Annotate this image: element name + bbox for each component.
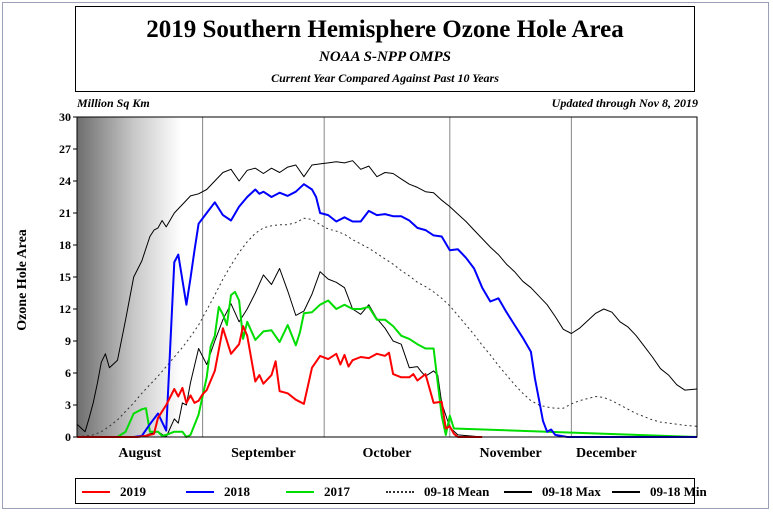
legend-label: 09-18 Mean xyxy=(424,484,490,499)
series-line-09-18-max xyxy=(76,160,698,433)
y-tick-label: 18 xyxy=(59,238,71,252)
legend-swatch xyxy=(504,491,532,493)
legend-swatch xyxy=(612,491,640,493)
x-month-label: December xyxy=(576,446,637,461)
legend-swatch xyxy=(186,491,214,493)
august-shading xyxy=(77,117,181,437)
legend-label: 09-18 Max xyxy=(542,484,601,499)
x-month-label: October xyxy=(363,446,412,461)
legend-swatch xyxy=(82,491,110,493)
legend-label: 2017 xyxy=(324,484,350,499)
title-box: 2019 Southern Hemisphere Ozone Hole Area… xyxy=(75,6,695,92)
series-lines xyxy=(76,160,698,438)
legend-label: 2018 xyxy=(224,484,250,499)
y-tick-label: 6 xyxy=(65,366,71,380)
y-tick-label: 12 xyxy=(59,302,71,316)
unit-label: Million Sq Km xyxy=(77,96,150,110)
x-month-label: August xyxy=(118,446,161,461)
legend: 2019 2018 2017 09-18 Mean 09-18 Max 09-18 Min xyxy=(75,478,707,504)
ozone-chart: 0 3 6 9 12 15 18 21 24 27 30 August September Octobe… xyxy=(59,110,698,461)
legend-label: 09-18 Min xyxy=(650,484,707,499)
updated-label: Updated through Nov 8, 2019 xyxy=(551,96,698,110)
y-tick-label: 21 xyxy=(59,206,71,220)
y-tick-label: 24 xyxy=(59,174,71,188)
y-tick-label: 27 xyxy=(59,142,71,156)
chart-title: 2019 Southern Hemisphere Ozone Hole Area xyxy=(146,16,624,43)
y-axis-ticks: 0 3 6 9 12 15 18 21 24 27 30 xyxy=(59,110,77,444)
month-grid xyxy=(202,117,572,437)
x-month-label: November xyxy=(479,446,541,461)
series-line-09-18-min xyxy=(77,268,697,438)
series-line-2018 xyxy=(77,183,697,438)
legend-swatch xyxy=(286,491,314,493)
legend-label: 2019 xyxy=(120,484,146,499)
series-line-09-18-mean xyxy=(76,217,698,438)
y-tick-label: 15 xyxy=(59,270,71,284)
y-tick-label: 9 xyxy=(65,334,71,348)
chart-subtitle-2: Current Year Compared Against Past 10 Ye… xyxy=(271,71,499,85)
x-month-label: September xyxy=(231,446,296,461)
chart-subtitle: NOAA S-NPP OMPS xyxy=(319,49,451,65)
y-tick-label: 30 xyxy=(59,110,71,124)
series-line-2019 xyxy=(77,325,483,438)
y-tick-label: 3 xyxy=(65,398,71,412)
series-line-2017 xyxy=(77,290,698,438)
legend-swatch xyxy=(386,491,414,493)
y-tick-label: 0 xyxy=(65,430,71,444)
x-axis-months: August September October November December xyxy=(118,446,636,461)
